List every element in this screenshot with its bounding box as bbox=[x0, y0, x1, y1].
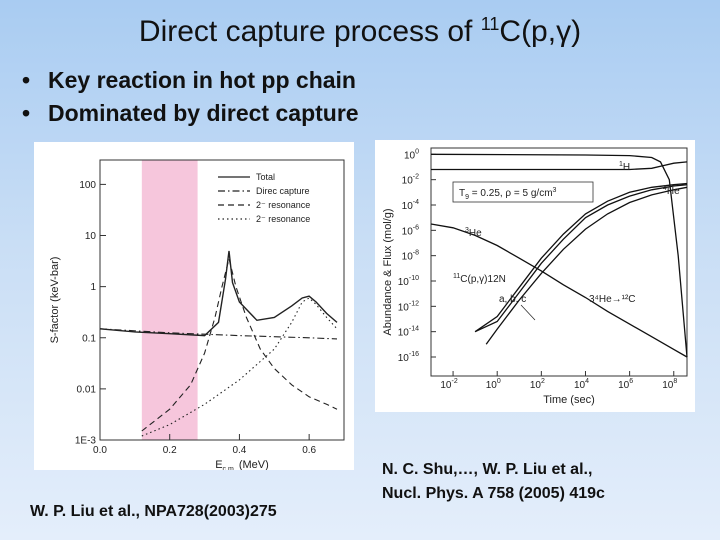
y-tick-label: 100 bbox=[404, 148, 419, 161]
legend-entry: Direc capture bbox=[256, 186, 310, 196]
bullet-item: Key reaction in hot pp chain bbox=[22, 64, 359, 97]
series-line bbox=[430, 153, 688, 358]
y-tick-label: 1 bbox=[90, 282, 96, 293]
abundance-chart: 100 10-2 10-4 10-6 10-8 10-10 10-12 10-14 10-16 1… bbox=[382, 147, 688, 406]
legend-entry: 2⁻ resonance bbox=[256, 214, 310, 224]
x-tick-label: 0.6 bbox=[302, 445, 316, 456]
y-tick-label: 10-8 bbox=[402, 250, 419, 263]
shaded-energy-band bbox=[141, 160, 198, 440]
bullet-item: Dominated by direct capture bbox=[22, 97, 359, 130]
y-tick-label: 10-12 bbox=[398, 300, 419, 313]
title-text: Direct capture process of bbox=[138, 15, 481, 48]
y-tick-label: 10-6 bbox=[402, 224, 419, 237]
x-tick-label: 10-2 bbox=[440, 378, 457, 391]
x-axis-label: Time (sec) bbox=[543, 394, 595, 406]
x-tick-label: 0.2 bbox=[163, 445, 177, 456]
y-tick-label: 0.1 bbox=[82, 333, 96, 344]
series-line bbox=[99, 250, 338, 337]
series-line bbox=[474, 182, 688, 333]
y-axis-label: S-factor (keV-bar) bbox=[49, 257, 61, 344]
series-line bbox=[431, 161, 688, 171]
x-tick-label: 106 bbox=[618, 378, 633, 391]
series-line bbox=[430, 223, 688, 358]
conditions-box bbox=[452, 181, 594, 203]
label-pointer bbox=[520, 304, 536, 321]
y-tick-label: 10-16 bbox=[398, 351, 419, 364]
y-tick-label: 1E-3 bbox=[75, 436, 97, 447]
plot-frame bbox=[99, 159, 345, 441]
label-abc: a, b, c bbox=[499, 294, 526, 305]
x-tick-label: 0.4 bbox=[232, 445, 246, 456]
title-superscript: 11 bbox=[480, 14, 500, 34]
x-tick-label: 108 bbox=[662, 378, 677, 391]
citation-right-line2: Nucl. Phys. A 758 (2005) 419c bbox=[382, 485, 605, 502]
y-tick-label: 10-10 bbox=[398, 275, 419, 288]
y-tick-label: 10-4 bbox=[402, 199, 419, 212]
bullet-list: Key reaction in hot pp chain Dominated b… bbox=[22, 64, 359, 130]
slide-title: Direct capture process of 11C(p,γ) bbox=[0, 14, 720, 49]
x-tick-label: 0.0 bbox=[93, 445, 107, 456]
citation-right: N. C. Shu,…, W. P. Liu et al., Nucl. Phy… bbox=[382, 458, 605, 506]
series-line bbox=[99, 328, 338, 340]
y-tick-label: 100 bbox=[79, 180, 96, 191]
title-reaction: C(p,γ) bbox=[499, 15, 582, 48]
series-line bbox=[474, 184, 688, 333]
x-tick-label: 100 bbox=[486, 378, 501, 391]
x-tick-label: 102 bbox=[530, 378, 545, 391]
y-tick-label: 10-2 bbox=[402, 174, 419, 187]
legend-entry: 2⁻ resonance bbox=[256, 200, 310, 210]
y-tick-label: 10 bbox=[85, 231, 97, 242]
y-tick-label: 0.01 bbox=[77, 384, 97, 395]
label-3alpha: 3⁴He→¹²C bbox=[589, 294, 636, 305]
x-tick-label: 104 bbox=[574, 378, 589, 391]
citation-right-line1: N. C. Shu,…, W. P. Liu et al., bbox=[382, 461, 593, 478]
abundance-chart-panel: 100 10-2 10-4 10-6 10-8 10-10 10-12 10-14 10-16 1… bbox=[375, 140, 695, 412]
y-axis-label: Abundance & Flux (mol/g) bbox=[382, 208, 394, 335]
plot-frame bbox=[430, 147, 688, 377]
sfactor-chart-panel: 100 10 1 0.1 0.01 1E-3 0.0 0.2 0.4 0.6 Ec.m. (MeV)… bbox=[34, 142, 354, 473]
series-line bbox=[485, 186, 688, 345]
x-axis-label: Ec.m. (MeV) bbox=[215, 459, 269, 470]
conditions-label: T9 = 0.25, ρ = 5 g/cm3 bbox=[459, 187, 557, 201]
sfactor-chart: 100 10 1 0.1 0.01 1E-30.0 0.2 0.4 0.6 Ec.m. (MeV)… bbox=[49, 159, 345, 473]
label-11c-reaction: 11C(p,γ)12N bbox=[453, 273, 506, 285]
label-4he: 4He bbox=[663, 185, 680, 197]
legend-entry: Total bbox=[256, 172, 275, 182]
label-1h: 1H bbox=[619, 161, 630, 173]
y-tick-label: 10-14 bbox=[398, 326, 419, 339]
citation-left: W. P. Liu et al., NPA728(2003)275 bbox=[30, 503, 277, 520]
label-3he: 3He bbox=[465, 227, 482, 239]
